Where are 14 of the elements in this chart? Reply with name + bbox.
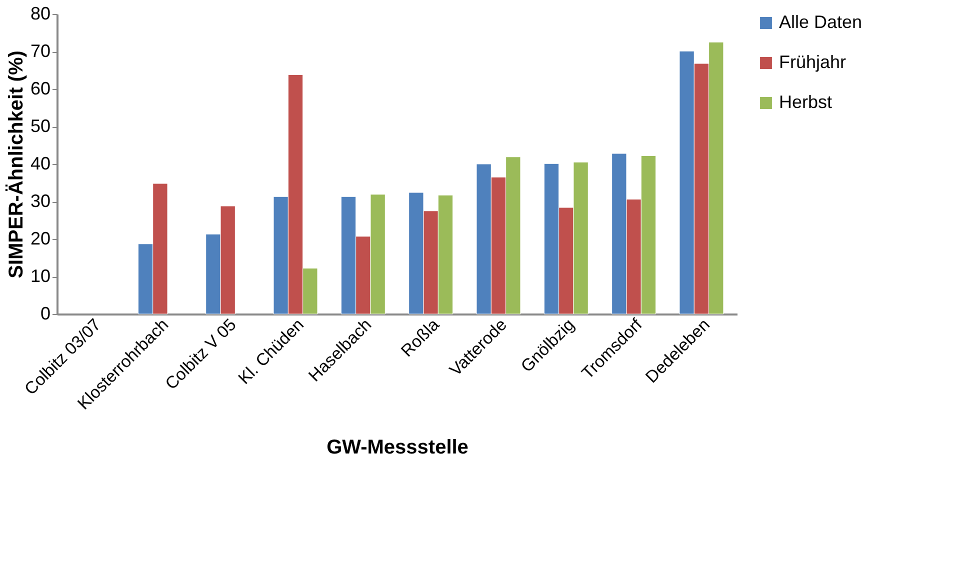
legend-label: Frühjahr (779, 52, 846, 72)
y-tick-label: 70 (30, 41, 50, 61)
y-axis-title: SIMPER-Ähnlichkeit (%) (4, 50, 28, 278)
legend-label: Herbst (779, 92, 832, 112)
y-tick-label: 0 (40, 304, 50, 324)
x-axis-title: GW-Messstelle (326, 436, 468, 459)
y-tick-label: 80 (30, 4, 50, 24)
y-tick-label: 60 (30, 78, 50, 98)
legend-label: Alle Daten (779, 12, 862, 32)
y-tick-label: 40 (30, 154, 50, 174)
y-tick-label: 20 (30, 228, 50, 248)
y-tick-label: 10 (30, 266, 50, 286)
y-tick-label: 50 (30, 116, 50, 136)
y-tick-label: 30 (30, 191, 50, 211)
